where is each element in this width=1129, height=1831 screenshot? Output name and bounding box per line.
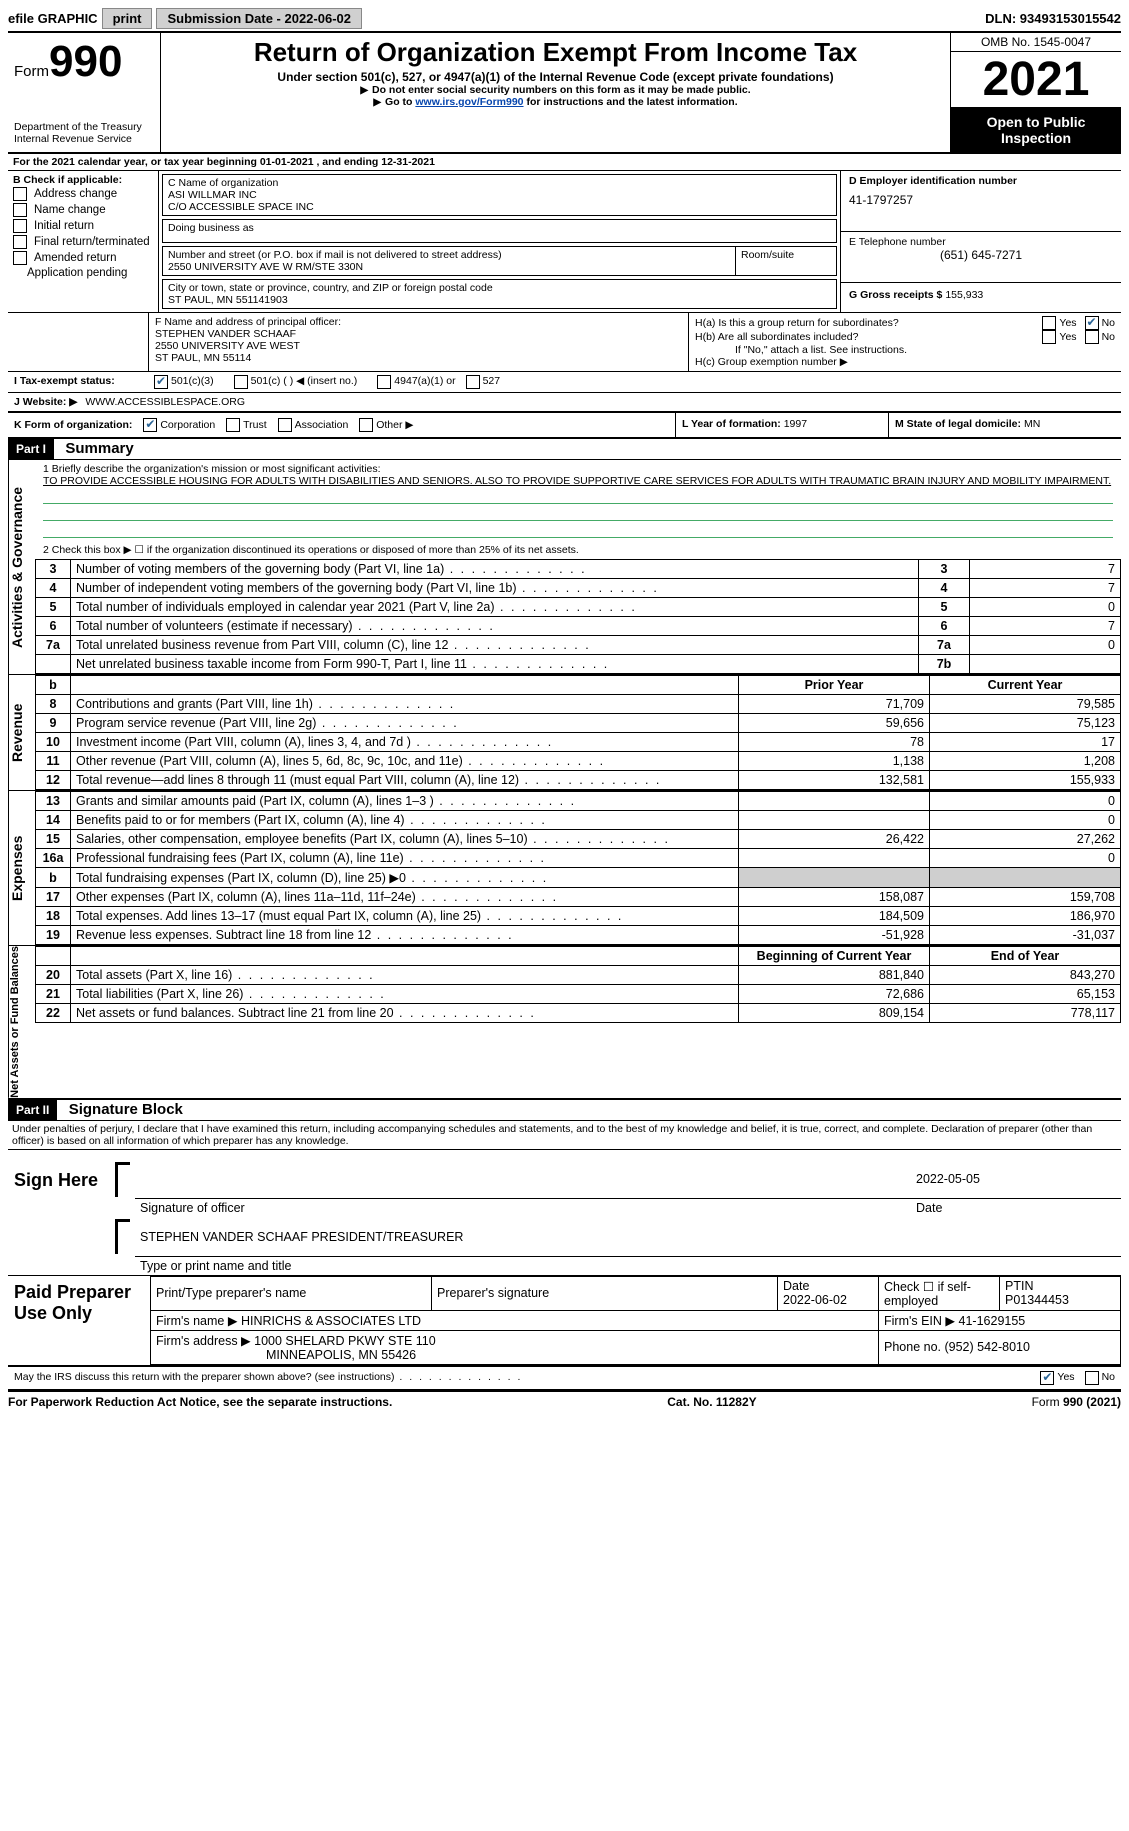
section-d-label: D Employer identification number (849, 175, 1113, 187)
irs-link[interactable]: www.irs.gov/Form990 (415, 96, 523, 108)
dept-line2: Internal Revenue Service (14, 133, 154, 145)
top-bar: efile GRAPHIC print Submission Date - 20… (8, 8, 1121, 33)
perjury-text: Under penalties of perjury, I declare th… (8, 1121, 1121, 1150)
form-number: 990 (49, 37, 122, 86)
form-label: Form (14, 63, 49, 80)
submission-date: Submission Date - 2022-06-02 (156, 8, 362, 29)
netassets-table: Beginning of Current YearEnd of Year 20T… (35, 946, 1121, 1023)
line-a: For the 2021 calendar year, or tax year … (8, 154, 1121, 171)
gross-receipts: 155,933 (945, 289, 983, 301)
expenses-table: 13Grants and similar amounts paid (Part … (35, 791, 1121, 945)
omb-number: OMB No. 1545-0047 (951, 33, 1121, 52)
main-title: Return of Organization Exempt From Incom… (167, 37, 944, 68)
section-e-label: E Telephone number (849, 236, 1113, 248)
subtitle: Under section 501(c), 527, or 4947(a)(1)… (167, 70, 944, 84)
print-button[interactable]: print (102, 8, 153, 29)
phone-value: (651) 645-7271 (849, 248, 1113, 262)
dln-label: DLN: 93493153015542 (985, 11, 1121, 26)
mission-text: TO PROVIDE ACCESSIBLE HOUSING FOR ADULTS… (43, 475, 1113, 487)
section-c: C Name of organization ASI WILLMAR INC C… (159, 171, 840, 312)
website-value: WWW.ACCESSIBLESPACE.ORG (85, 396, 245, 408)
note1: Do not enter social security numbers on … (372, 84, 751, 96)
preparer-table: Print/Type preparer's name Preparer's si… (150, 1276, 1121, 1365)
part1-header: Part I (8, 439, 54, 459)
activities-table: 3Number of voting members of the governi… (35, 559, 1121, 674)
section-g-label: G Gross receipts $ (849, 289, 942, 301)
ein-value: 41-1797257 (849, 187, 1113, 207)
section-b: B Check if applicable: Address change Na… (8, 171, 159, 312)
form-header: Form990 Department of the Treasury Inter… (8, 33, 1121, 154)
line-i: I Tax-exempt status: 501(c)(3) 501(c) ( … (8, 372, 1121, 393)
page-footer: For Paperwork Reduction Act Notice, see … (8, 1390, 1121, 1409)
activities-label: Activities & Governance (8, 460, 35, 674)
revenue-table: bPrior YearCurrent Year 8Contributions a… (35, 675, 1121, 790)
dept-line1: Department of the Treasury (14, 121, 154, 133)
efile-label: efile GRAPHIC (8, 11, 98, 26)
tax-year: 2021 (951, 52, 1121, 108)
inspection-label: Open to Public Inspection (951, 108, 1121, 152)
